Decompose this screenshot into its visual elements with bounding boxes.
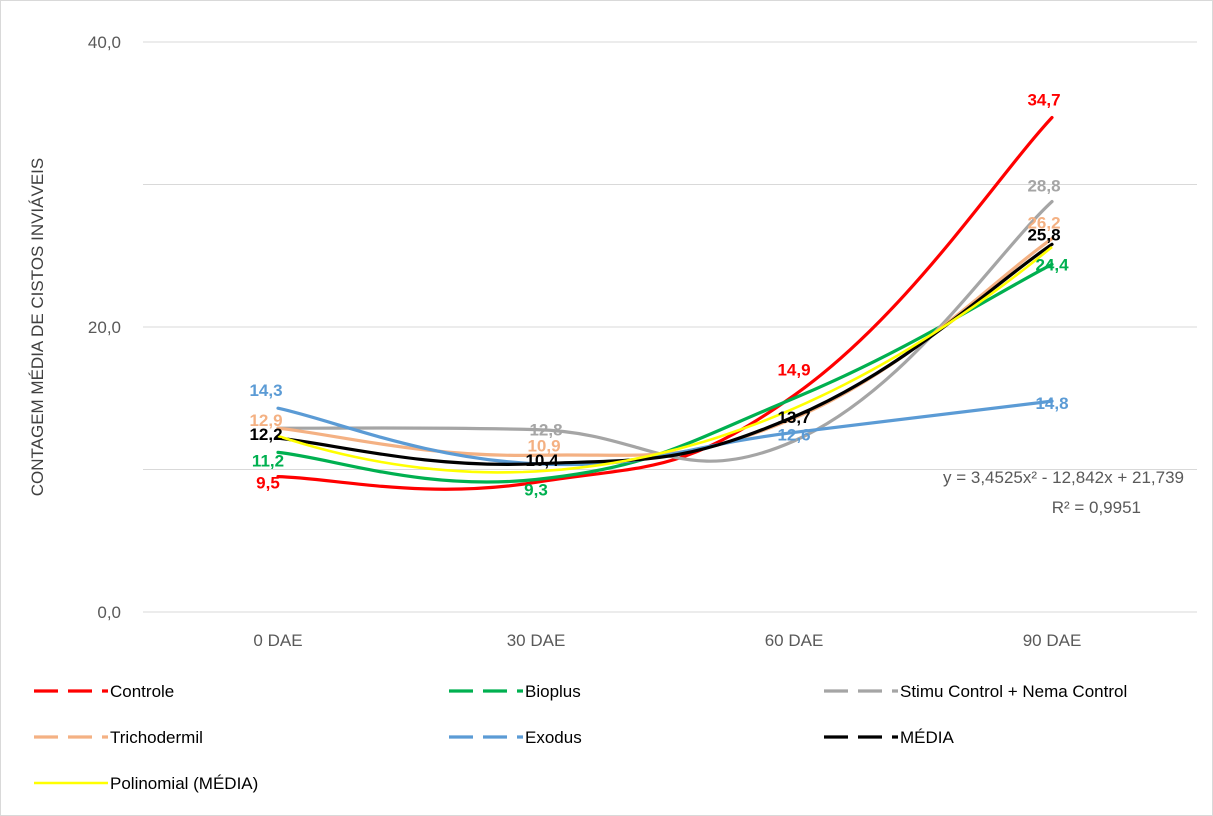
legend-label: Stimu Control + Nema Control — [900, 682, 1127, 701]
y-axis-title: CONTAGEM MÉDIA DE CISTOS INVIÁVEIS — [28, 158, 47, 497]
data-label: 34,7 — [1027, 91, 1060, 110]
y-tick-label: 20,0 — [88, 318, 121, 337]
legend-label: Bioplus — [525, 682, 581, 701]
legend-label: Polinomial (MÉDIA) — [110, 774, 258, 793]
series-line-stimu-control-nema-control — [276, 200, 1054, 463]
x-tick-label: 0 DAE — [253, 631, 302, 650]
x-tick-label: 90 DAE — [1023, 631, 1082, 650]
series-line-controle — [276, 115, 1054, 491]
y-tick-label: 40,0 — [88, 33, 121, 52]
x-tick-label: 30 DAE — [507, 631, 566, 650]
series-line-m-dia — [276, 242, 1054, 466]
data-label: 24,4 — [1035, 255, 1069, 274]
data-label: 10,9 — [527, 436, 560, 455]
data-label: 12,8 — [529, 421, 562, 440]
x-tick-label: 60 DAE — [765, 631, 824, 650]
data-label: 26,2 — [1027, 214, 1060, 233]
legend-label: MÉDIA — [900, 728, 955, 747]
legend-item: Controle — [34, 682, 174, 701]
data-label: 28,8 — [1027, 177, 1060, 196]
data-label: 9,5 — [256, 474, 280, 493]
series-line-bioplus — [276, 262, 1054, 484]
data-label: 25,8 — [1027, 225, 1060, 244]
legend-item: Bioplus — [449, 682, 581, 701]
legend-item: MÉDIA — [824, 728, 955, 747]
data-label: 12,2 — [249, 425, 282, 444]
y-tick-label: 0,0 — [97, 603, 121, 622]
legend-label: Controle — [110, 682, 174, 701]
data-label: 12,6 — [777, 425, 810, 444]
data-label: 14,3 — [249, 381, 282, 400]
legend-item: Exodus — [449, 728, 582, 747]
data-label: 11,2 — [252, 451, 284, 470]
data-label: 12,9 — [249, 411, 282, 430]
data-label: 13,7 — [777, 408, 810, 427]
legend-item: Polinomial (MÉDIA) — [34, 774, 258, 793]
data-label: 9,3 — [524, 480, 548, 499]
legend-item: Stimu Control + Nema Control — [824, 682, 1127, 701]
trendline-equation: y = 3,4525x² - 12,842x + 21,739 — [943, 468, 1184, 487]
data-label: 10,4 — [525, 451, 559, 470]
legend-item: Trichodermil — [34, 728, 203, 747]
legend-label: Trichodermil — [110, 728, 203, 747]
series-line-trichodermil — [276, 237, 1054, 457]
data-label: 14,9 — [777, 360, 810, 379]
legend-label: Exodus — [525, 728, 582, 747]
data-label: 14,8 — [1035, 394, 1068, 413]
trendline-r-squared: R² = 0,9951 — [1052, 498, 1141, 517]
trendline-polinomial-media — [277, 245, 1053, 474]
